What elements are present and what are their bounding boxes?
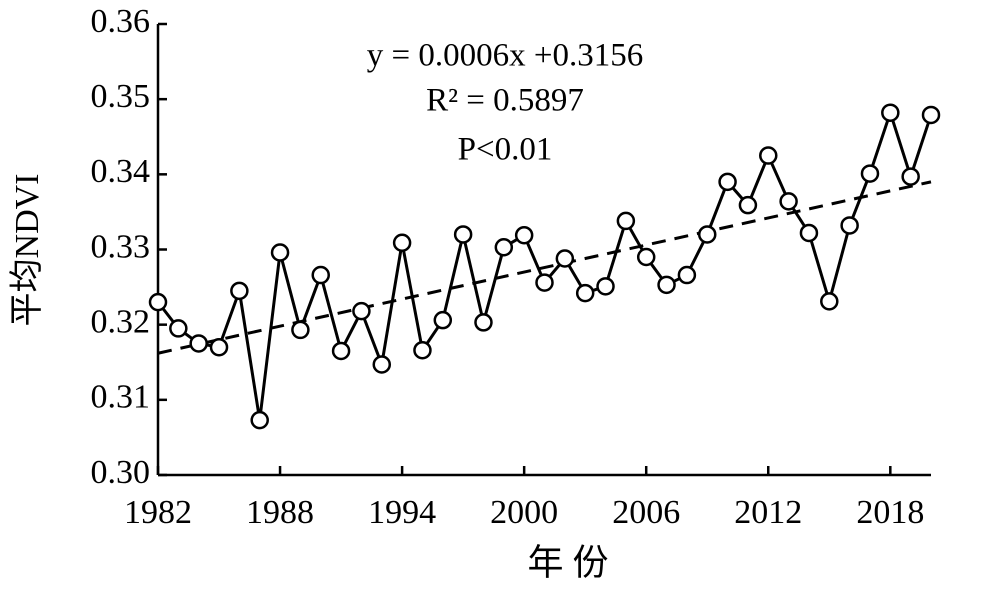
y-tick-label: 0.31 — [91, 379, 151, 416]
data-point — [799, 223, 819, 243]
data-point — [453, 225, 473, 244]
data-point — [433, 310, 453, 330]
data-point — [820, 292, 839, 311]
data-point — [738, 195, 758, 215]
data-point — [718, 172, 737, 192]
trend-line — [157, 180, 932, 355]
data-point — [901, 167, 920, 186]
data-point — [169, 319, 188, 338]
data-point — [311, 265, 330, 285]
r-squared: R² = 0.5897 — [426, 83, 584, 119]
data-point — [921, 105, 941, 125]
y-tick-label: 0.32 — [91, 303, 151, 340]
y-tick-label: 0.36 — [91, 3, 151, 40]
data-point — [148, 292, 168, 312]
data-point — [352, 301, 371, 321]
y-tick-label: 0.35 — [91, 78, 151, 115]
y-axis-label: 平均NDVI — [8, 174, 46, 327]
data-point — [392, 233, 412, 252]
data-point — [677, 265, 697, 285]
x-tick-label: 1994 — [368, 494, 436, 531]
data-point — [270, 243, 290, 262]
x-tick-label: 2012 — [734, 494, 802, 531]
equation: y = 0.0006x +0.3156 — [367, 38, 643, 74]
data-point — [860, 164, 880, 183]
x-tick-label: 1982 — [124, 494, 192, 531]
x-tick-label: 1988 — [246, 494, 314, 531]
x-tick-label: 2000 — [490, 494, 558, 531]
data-point — [657, 275, 676, 295]
data-point — [881, 103, 900, 122]
data-point — [840, 216, 859, 235]
data-point — [291, 320, 310, 340]
p-value: P<0.01 — [458, 132, 553, 168]
data-point — [331, 341, 351, 361]
data-point — [596, 277, 615, 296]
x-tick-label: 2006 — [612, 494, 680, 531]
data-point — [209, 337, 229, 357]
y-tick-label: 0.33 — [91, 228, 151, 265]
data-point — [759, 146, 778, 165]
data-point — [555, 249, 575, 268]
y-tick-label: 0.34 — [91, 153, 151, 190]
data-point — [372, 355, 392, 374]
data-point — [413, 340, 432, 360]
data-point — [494, 237, 514, 257]
data-point — [779, 192, 798, 211]
data-point — [250, 410, 269, 430]
y-tick-label: 0.30 — [91, 454, 151, 491]
data-point — [636, 247, 656, 267]
data-point — [189, 334, 208, 353]
data-point — [230, 281, 249, 301]
x-axis-label: 年 份 — [527, 542, 608, 582]
data-point — [697, 225, 717, 244]
x-tick-label: 2018 — [856, 494, 924, 531]
data-point — [575, 283, 595, 303]
data-point — [474, 313, 493, 332]
data-point — [616, 211, 636, 231]
data-point — [514, 225, 534, 245]
data-point — [535, 273, 554, 292]
